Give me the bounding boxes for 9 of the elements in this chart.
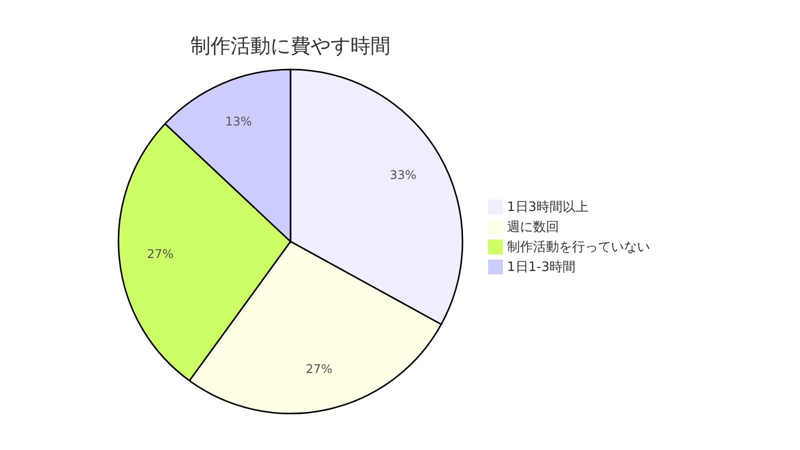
data-label: 13% [225, 114, 252, 129]
legend-label: 1日3時間以上 [507, 200, 589, 215]
data-label: 33% [390, 168, 416, 182]
legend-label: 制作活動を行っていない [507, 240, 650, 255]
legend-label: 1日1-3時間 [507, 260, 576, 275]
legend-label: 週に数回 [507, 220, 559, 235]
data-label: 27% [306, 362, 332, 376]
data-label: 27% [147, 246, 174, 261]
chart-title: 制作活動に費やす時間 [190, 34, 390, 58]
